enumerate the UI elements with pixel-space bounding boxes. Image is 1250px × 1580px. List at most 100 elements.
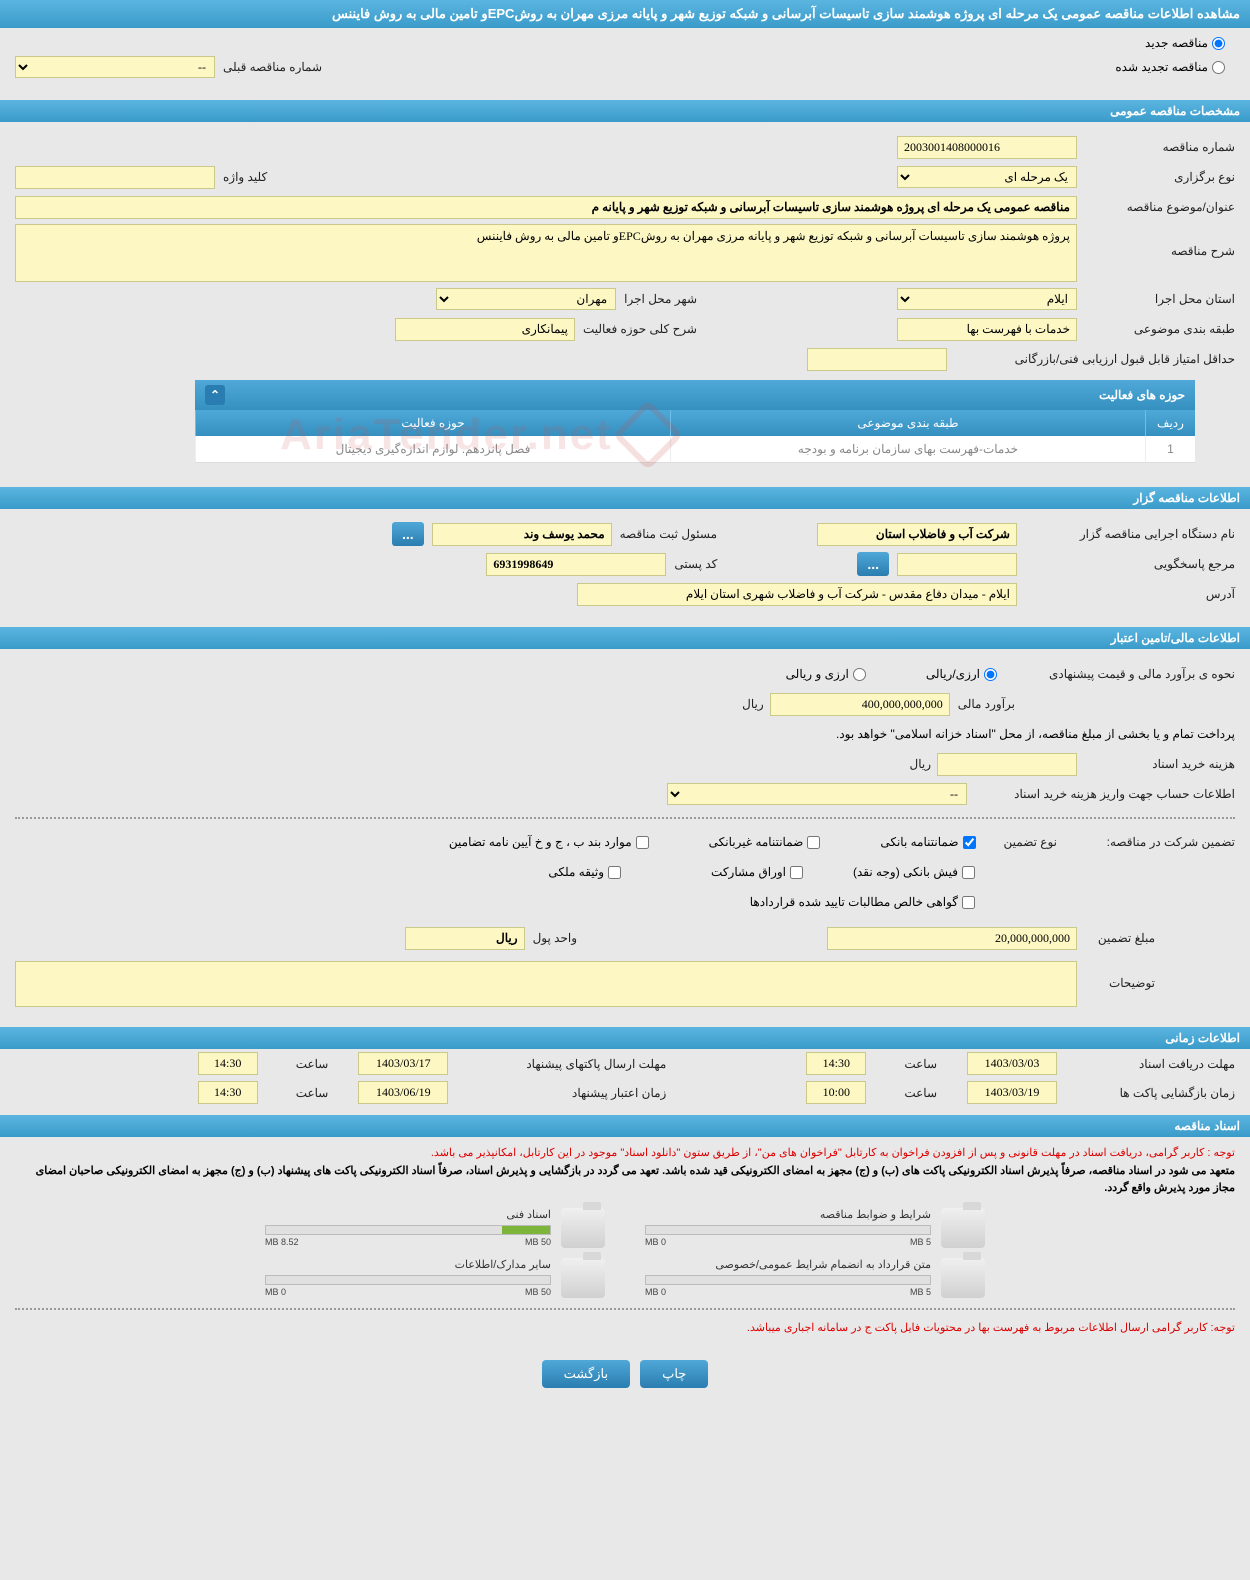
postal-code-label: کد پستی [674, 557, 717, 571]
response-ref-input[interactable] [897, 553, 1017, 576]
doc-deadline-date[interactable] [967, 1052, 1057, 1075]
chk-net-claims-label: گواهی خالص مطالبات تایید شده قراردادها [750, 895, 958, 909]
notes-textarea[interactable] [15, 961, 1077, 1007]
folder-icon[interactable] [561, 1208, 605, 1248]
min-score-input[interactable] [807, 348, 947, 371]
chk-participation[interactable] [790, 866, 803, 879]
treasury-note: پرداخت تمام و یا بخشی از مبلغ مناقصه، از… [836, 727, 1235, 741]
cell-activity: فصل پانزدهم. لوازم اندازه‌گیری دیجیتال [195, 436, 670, 462]
chk-bank-guarantee[interactable] [963, 836, 976, 849]
prev-tender-select[interactable]: -- [15, 56, 215, 78]
desc-label: شرح مناقصه [1085, 224, 1235, 258]
table-row: 1 خدمات-فهرست بهای سازمان برنامه و بودجه… [195, 436, 1195, 463]
section-financial: اطلاعات مالی/تامین اعتبار [0, 627, 1250, 649]
radio-renewed-label: مناقصه تجدید شده [1115, 60, 1208, 74]
chk-property[interactable] [608, 866, 621, 879]
holding-type-label: نوع برگزاری [1085, 170, 1235, 184]
reg-officer-input[interactable] [432, 523, 612, 546]
chk-regulation[interactable] [636, 836, 649, 849]
classification-input[interactable] [897, 318, 1077, 341]
doc-item: شرایط و ضوابط مناقصه 5 MB0 MB [645, 1208, 985, 1248]
packet-deadline-date[interactable] [358, 1052, 448, 1075]
doc-used: 8.52 MB [265, 1237, 299, 1247]
doc-item: اسناد فنی 50 MB8.52 MB [265, 1208, 605, 1248]
divider [15, 1308, 1235, 1310]
money-unit-input[interactable] [405, 927, 525, 950]
doc-deadline-label: مهلت دریافت اسناد [1095, 1057, 1235, 1071]
progress-bar [265, 1225, 551, 1235]
print-button[interactable]: چاپ [640, 1360, 708, 1388]
folder-icon[interactable] [941, 1208, 985, 1248]
doc-deadline-time[interactable] [806, 1052, 866, 1075]
lookup-button[interactable]: ... [857, 552, 889, 576]
radio-renewed-tender[interactable] [1212, 61, 1225, 74]
estimate-label: برآورد مالی [958, 697, 1015, 711]
collapse-icon[interactable]: ⌃ [205, 385, 225, 405]
city-select[interactable]: مهران [436, 288, 616, 310]
chk-bank-receipt[interactable] [962, 866, 975, 879]
activity-desc-input[interactable] [395, 318, 575, 341]
chk-participation-label: اوراق مشارکت [711, 865, 786, 879]
col-row: ردیف [1145, 410, 1195, 436]
prev-tender-label: شماره مناقصه قبلی [223, 60, 322, 74]
tender-no-input[interactable] [897, 136, 1077, 159]
radio-rial[interactable] [984, 668, 997, 681]
postal-code-input[interactable] [486, 553, 666, 576]
doc-fee-label: هزینه خرید اسناد [1085, 757, 1235, 771]
packet-deadline-time[interactable] [198, 1052, 258, 1075]
validity-time[interactable] [198, 1081, 258, 1104]
notes-label: توضیحات [1085, 961, 1235, 990]
more-button[interactable]: ... [392, 522, 424, 546]
bottom-notice: توجه: کاربر گرامی ارسال اطلاعات مربوط به… [15, 1320, 1235, 1338]
opening-date[interactable] [967, 1081, 1057, 1104]
address-input[interactable] [577, 583, 1017, 606]
guarantee-label: تضمین شرکت در مناقصه: [1065, 835, 1235, 849]
doc-fee-input[interactable] [937, 753, 1077, 776]
doc-item: سایر مدارک/اطلاعات 50 MB0 MB [265, 1258, 605, 1298]
radio-both[interactable] [853, 668, 866, 681]
address-label: آدرس [1025, 587, 1235, 601]
progress-bar [265, 1275, 551, 1285]
doc-max: 5 MB [910, 1237, 931, 1247]
holding-type-select[interactable]: یک مرحله ای [897, 166, 1077, 188]
activity-table: حوزه های فعالیت ⌃ ردیف طبقه بندی موضوعی … [195, 380, 1195, 463]
activity-desc-label: شرح کلی حوزه فعالیت [583, 322, 697, 336]
chk-nonbank-label: ضمانتنامه غیربانکی [709, 835, 804, 849]
account-info-select[interactable]: -- [667, 783, 967, 805]
folder-icon[interactable] [561, 1258, 605, 1298]
chk-property-label: وثیقه ملکی [548, 865, 604, 879]
doc-max: 50 MB [525, 1287, 551, 1297]
exec-org-input[interactable] [817, 523, 1017, 546]
city-label: شهر محل اجرا [624, 292, 697, 306]
province-select[interactable]: ایلام [897, 288, 1077, 310]
radio-both-label: ارزی و ریالی [786, 667, 849, 681]
title-input[interactable] [15, 196, 1077, 219]
activity-table-title: حوزه های فعالیت [1099, 388, 1185, 402]
doc-used: 0 MB [265, 1287, 286, 1297]
keyword-label: کلید واژه [223, 170, 267, 184]
radio-new-tender[interactable] [1212, 37, 1225, 50]
doc-used: 0 MB [645, 1287, 666, 1297]
guarantee-type-label: نوع تضمین [1004, 835, 1057, 849]
chk-bank-receipt-label: فیش بانکی (وجه نقد) [853, 865, 958, 879]
guarantee-amount-input[interactable] [827, 927, 1077, 950]
doc-max: 50 MB [525, 1237, 551, 1247]
doc-title: متن قرارداد به انضمام شرایط عمومی/خصوصی [645, 1258, 931, 1271]
chk-regulation-label: موارد بند ب ، ج و خ آیین نامه تضامین [449, 835, 632, 849]
section-organizer: اطلاعات مناقصه گزار [0, 487, 1250, 509]
desc-textarea[interactable]: پروژه هوشمند سازی تاسیسات آبرسانی و شبکه… [15, 224, 1077, 282]
keyword-input[interactable] [15, 166, 215, 189]
reg-officer-label: مسئول ثبت مناقصه [620, 527, 717, 541]
validity-date[interactable] [358, 1081, 448, 1104]
folder-icon[interactable] [941, 1258, 985, 1298]
chk-net-claims[interactable] [962, 896, 975, 909]
col-activity: حوزه فعالیت [195, 410, 670, 436]
back-button[interactable]: بازگشت [542, 1360, 630, 1388]
opening-time[interactable] [806, 1081, 866, 1104]
estimate-method-label: نحوه ی برآورد مالی و قیمت پیشنهادی [1005, 667, 1235, 681]
radio-rial-label: ارزی/ریالی [926, 667, 980, 681]
chk-nonbank[interactable] [807, 836, 820, 849]
estimate-input[interactable] [770, 693, 950, 716]
doc-max: 5 MB [910, 1287, 931, 1297]
opening-label: زمان بازگشایی پاکت ها [1095, 1086, 1235, 1100]
